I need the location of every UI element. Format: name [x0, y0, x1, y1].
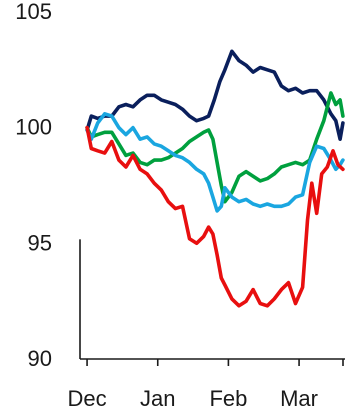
x-tick-label-mar: Mar — [280, 386, 318, 411]
x-tick-label-dec: Dec — [68, 386, 107, 411]
axis-layer: 90 95 100 105 Dec Jan Feb Mar — [15, 0, 345, 411]
y-tick-label-95: 95 — [28, 230, 52, 255]
series-line-2 — [85, 91, 345, 204]
series-line-4 — [85, 125, 345, 308]
y-tick-label-100: 100 — [15, 115, 52, 140]
y-tick-label-90: 90 — [28, 346, 52, 371]
series-line-1 — [85, 49, 345, 141]
y-tick-label-105: 105 — [15, 0, 52, 24]
x-tick-label-feb: Feb — [209, 386, 247, 411]
series-line-3 — [85, 112, 345, 213]
x-tick-label-jan: Jan — [140, 386, 175, 411]
series-layer — [85, 49, 345, 308]
